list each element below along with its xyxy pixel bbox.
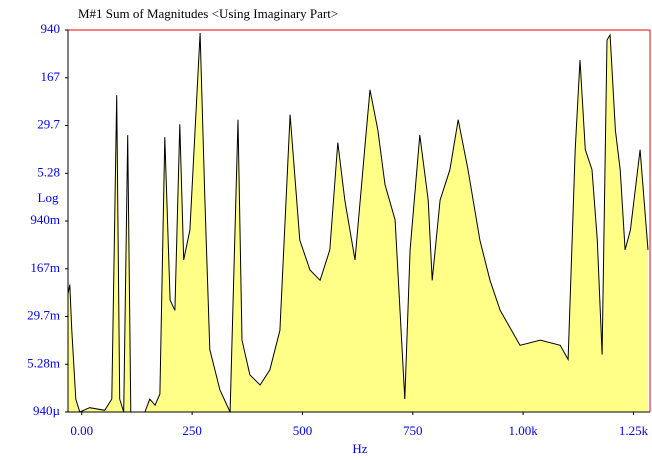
- y-tick-label: 940: [41, 21, 61, 36]
- y-axis-label: Log: [38, 190, 59, 205]
- y-tick-label: 29.7: [37, 117, 60, 132]
- y-tick-label: 167: [41, 69, 61, 84]
- x-axis-label: Hz: [352, 441, 367, 456]
- area-fill: [67, 33, 649, 412]
- y-tick-label: 5.28m: [27, 355, 60, 370]
- y-tick-label: 940m: [30, 212, 60, 227]
- y-tick-label: 940µ: [33, 403, 61, 418]
- y-tick-label: 5.28: [37, 164, 60, 179]
- chart-title: M#1 Sum of Magnitudes <Using Imaginary P…: [78, 6, 338, 21]
- x-tick-label: 1.25k: [619, 423, 649, 438]
- x-tick-label: 250: [182, 423, 202, 438]
- y-tick-label: 167m: [30, 260, 60, 275]
- x-tick-label: 750: [403, 423, 423, 438]
- x-tick-label: 0.00: [70, 423, 93, 438]
- x-tick-label: 1.00k: [508, 423, 538, 438]
- y-tick-label: 29.7m: [27, 308, 60, 323]
- x-tick-label: 500: [293, 423, 313, 438]
